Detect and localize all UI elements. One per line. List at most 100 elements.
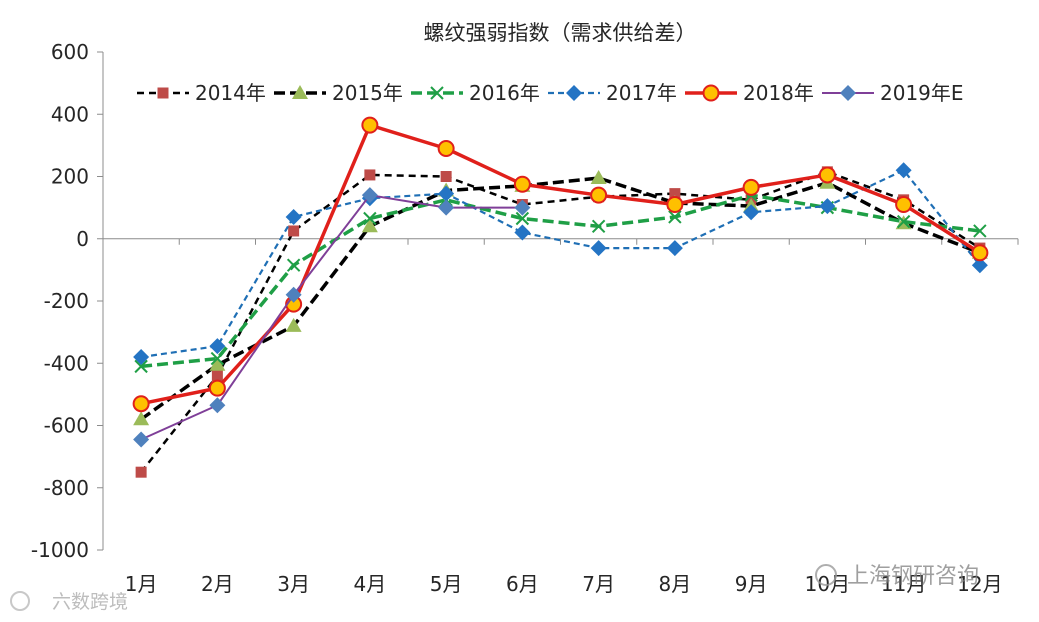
legend-label: 2015年 [332, 81, 403, 105]
y-tick-label: -800 [44, 476, 89, 500]
data-point [590, 240, 607, 257]
series-2016年 [134, 188, 987, 374]
marker-stroke [210, 351, 225, 366]
watermark-right-icon [815, 564, 837, 586]
data-point [440, 171, 452, 182]
data-point [363, 211, 377, 226]
legend-label: 2018年 [743, 81, 814, 105]
x-tick-label: 9月 [735, 572, 768, 596]
series-line [140, 170, 981, 473]
data-point [211, 370, 223, 382]
series-2017年 [133, 162, 988, 366]
data-point [209, 356, 226, 371]
legend-swatch-marker [702, 84, 720, 102]
x-tick-label: 7月 [582, 572, 615, 596]
data-point [895, 196, 913, 214]
data-point [288, 225, 300, 237]
data-point [135, 466, 147, 478]
data-point [361, 116, 379, 134]
y-tick-label: 600 [51, 40, 89, 64]
y-tick-label: -1000 [31, 538, 89, 562]
y-tick-label: -400 [44, 351, 89, 375]
data-point [514, 224, 531, 241]
data-point [590, 170, 607, 185]
x-tick-label: 12月 [957, 572, 1002, 596]
axes: 600 400 200 0 -200 -400 -600 -800 -1000 1月 2月 3月 4月 5… [31, 40, 1019, 596]
legend: 2014年 2015年 2016年 2017年 2018年 2019年E [137, 81, 964, 105]
legend-item: 2014年 [137, 81, 266, 105]
marker-stroke [286, 258, 301, 272]
data-point [437, 139, 455, 157]
data-point [361, 218, 378, 233]
x-tick-label: 6月 [506, 572, 539, 596]
marker-stroke [973, 224, 987, 238]
legend-label: 2014年 [195, 81, 266, 105]
data-point [361, 187, 378, 204]
marker-stroke [896, 214, 911, 229]
data-point [666, 196, 684, 214]
series-line [140, 176, 981, 421]
x-tick-label: 3月 [277, 572, 310, 596]
data-point [285, 317, 302, 332]
watermark-right: 上海钢研咨询 [815, 564, 979, 589]
legend-swatch-marker [157, 87, 169, 99]
data-point [591, 219, 606, 234]
data-point [208, 379, 226, 397]
y-tick-label: 400 [51, 102, 89, 126]
data-point [438, 199, 455, 216]
x-tick-label: 4月 [354, 572, 387, 596]
watermark-right-text: 上海钢研咨询 [847, 564, 979, 589]
x-tick-label: 8月 [659, 572, 692, 596]
data-point [515, 211, 530, 226]
data-point [669, 188, 681, 200]
y-tick-label: -600 [44, 414, 89, 438]
data-point [133, 411, 150, 426]
data-point [818, 166, 836, 184]
chart-title: 螺纹强弱指数（需求供给差） [424, 21, 697, 45]
data-point [668, 210, 682, 224]
data-point [819, 198, 836, 215]
series-line [140, 123, 981, 406]
x-tick-label: 11月 [881, 572, 926, 596]
data-point [971, 257, 988, 274]
data-point [743, 204, 760, 221]
data-point [286, 258, 301, 272]
watermark-left: 六数跨境 [10, 591, 128, 613]
x-tick-label: 1月 [125, 572, 158, 596]
legend-item: 2017年 [548, 81, 677, 105]
legend-item: 2016年 [411, 81, 540, 105]
legend-label: 2017年 [606, 81, 677, 105]
y-tick-label: -200 [44, 289, 89, 313]
data-point [210, 351, 225, 366]
series-2019年E [133, 187, 531, 448]
data-point [285, 208, 302, 225]
marker-stroke [515, 211, 530, 226]
data-point [971, 244, 989, 262]
y-tick-label: 0 [76, 227, 89, 251]
series-line [140, 193, 981, 369]
data-point [742, 178, 760, 196]
data-point [973, 224, 987, 238]
data-point [132, 395, 150, 413]
data-point [209, 338, 226, 355]
y-tick-label: 200 [51, 165, 89, 189]
marker-stroke [591, 219, 606, 234]
legend-item: 2018年 [685, 81, 814, 105]
legend-swatch-marker [566, 85, 582, 101]
legend-swatch-marker [840, 85, 856, 101]
legend-item: 2019年E [822, 81, 964, 105]
legend-swatch-marker [292, 85, 308, 99]
x-tick-label: 2月 [201, 572, 234, 596]
legend-swatch-marker [430, 86, 444, 100]
data-point [590, 186, 608, 204]
series-line [140, 194, 523, 441]
x-tick-label: 5月 [430, 572, 463, 596]
data-point [134, 359, 148, 374]
watermark-left-icon [10, 591, 30, 611]
marker-stroke [134, 359, 148, 374]
legend-label: 2016年 [469, 81, 540, 105]
data-point [209, 397, 226, 414]
data-point [285, 286, 302, 303]
series-line [140, 169, 981, 359]
